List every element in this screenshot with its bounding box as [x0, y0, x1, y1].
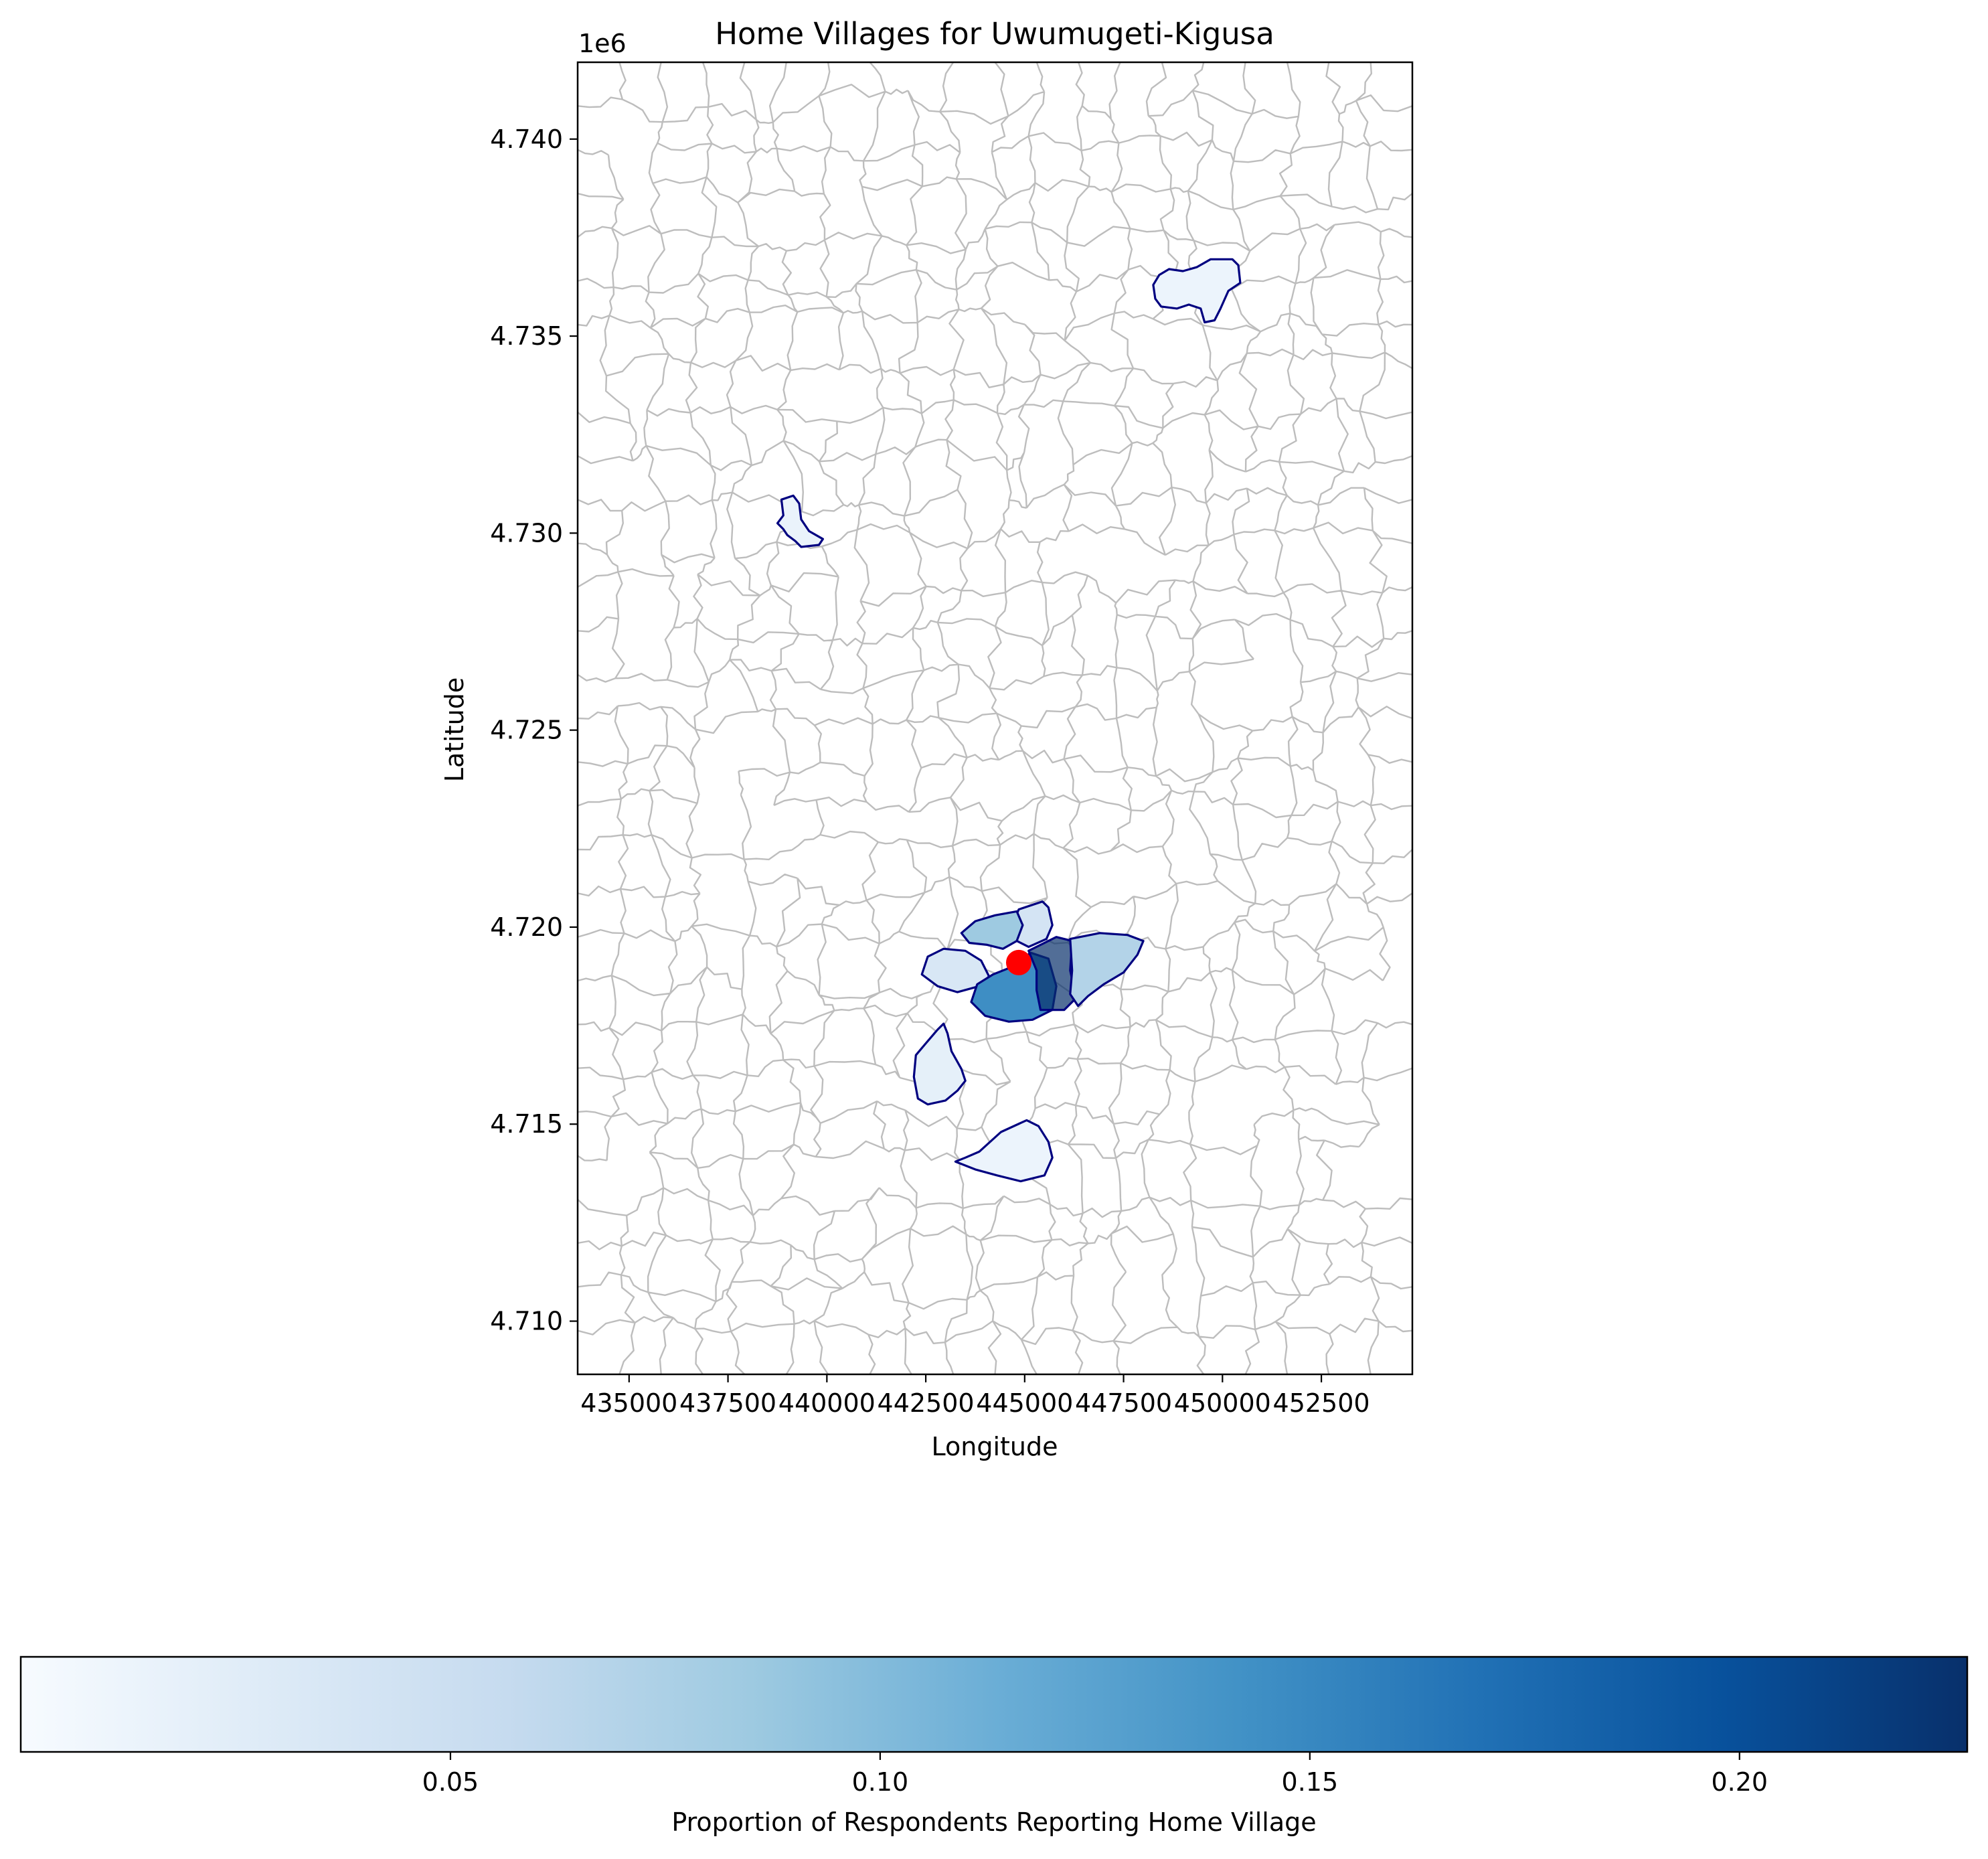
y-tick-label: 4.710: [490, 1307, 563, 1336]
colorbar-tick-label: 0.10: [852, 1767, 909, 1797]
y-offset-label: 1e6: [578, 29, 627, 58]
y-tick-label: 4.740: [490, 125, 563, 154]
colorbar: 0.05 0.10 0.15 0.20: [19, 1655, 1969, 1797]
y-tick-label: 4.725: [490, 716, 563, 745]
x-tick-label: 445000: [976, 1388, 1073, 1418]
x-tick-label: 435000: [580, 1388, 677, 1418]
colorbar-ticks: 0.05 0.10 0.15 0.20: [422, 1752, 1768, 1797]
colorbar-gradient: [19, 1655, 1969, 1753]
y-tick-label: 4.720: [490, 912, 563, 942]
colorbar-tick-label: 0.20: [1711, 1767, 1768, 1797]
home-village-village-east: [1069, 932, 1145, 1007]
x-tick-label: 447500: [1075, 1388, 1172, 1418]
y-axis-label: Latitude: [440, 677, 469, 782]
y-tick-label: 4.730: [490, 518, 563, 548]
y-tick-label: 4.735: [490, 321, 563, 351]
survey-location-marker: [1005, 949, 1031, 975]
map-title: Home Villages for Uwumugeti-Kigusa: [715, 16, 1274, 52]
y-tick-label: 4.715: [490, 1109, 563, 1139]
home-village-village-north-west: [776, 494, 824, 548]
colorbar-tick-label: 0.05: [422, 1767, 479, 1797]
home-village-village-core: [1027, 936, 1078, 1012]
x-tick-label: 440000: [778, 1388, 876, 1418]
colorbar-tick-label: 0.15: [1282, 1767, 1339, 1797]
x-tick-label: 452500: [1273, 1388, 1370, 1418]
x-axis: 435000 437500 440000 442500 445000 447500 4500…: [580, 1374, 1370, 1418]
village-boundaries: [578, 62, 1412, 1374]
x-axis-label: Longitude: [932, 1432, 1058, 1461]
x-tick-label: 437500: [679, 1388, 776, 1418]
map-frame: [576, 61, 1414, 1376]
home-village-village-south-west: [912, 1022, 967, 1106]
y-axis: 4.710 4.715 4.720 4.725 4.730 4.735 4.740: [490, 125, 578, 1336]
home-village-village-central-west: [960, 910, 1024, 950]
colorbar-label: Proportion of Respondents Reporting Home…: [671, 1807, 1316, 1837]
map-area: [576, 61, 1414, 1376]
x-tick-label: 450000: [1174, 1388, 1271, 1418]
home-village-village-south: [954, 1119, 1054, 1183]
x-tick-label: 442500: [878, 1388, 975, 1418]
home-village-village-north-east: [1152, 258, 1242, 324]
survey-marker-layer: [1005, 949, 1031, 975]
highlighted-villages: [776, 258, 1242, 1183]
village-boundary-lines: [578, 62, 1412, 1374]
